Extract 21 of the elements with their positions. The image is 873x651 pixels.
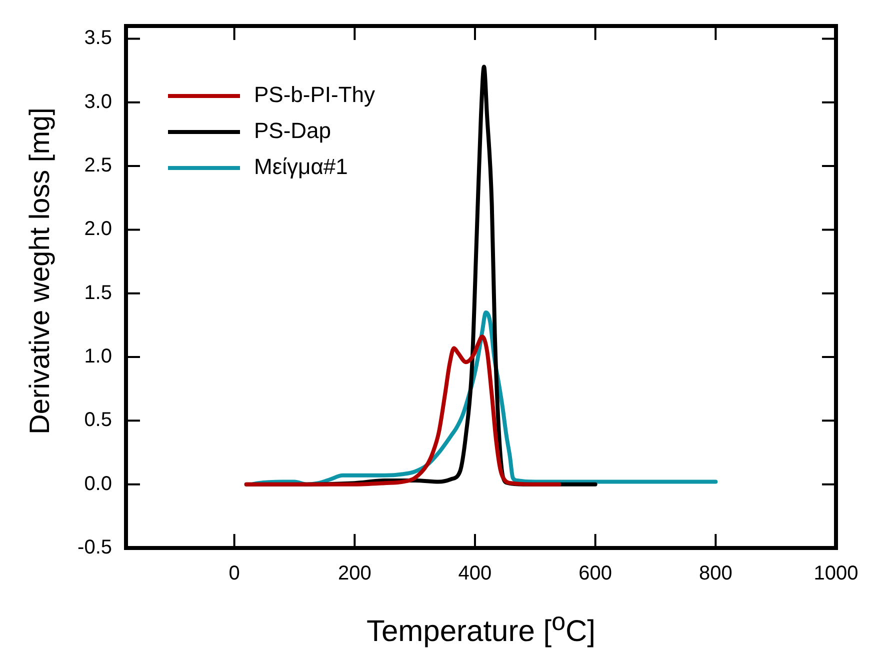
line-series	[244, 334, 562, 486]
y-tick-label: 2.5	[84, 154, 112, 177]
y-tick-label: 1.0	[84, 346, 112, 368]
x-tick-label: 400	[458, 562, 492, 585]
x-tick-label: 200	[338, 562, 372, 585]
x-tick-label: 600	[578, 562, 612, 585]
y-tick-label: 0.5	[84, 409, 112, 432]
x-tick-label: 1000	[814, 562, 858, 585]
y-tick-label: 3.0	[84, 90, 112, 113]
x-axis-title: Temperature [$^{o}$C]	[366, 608, 596, 649]
y-tick-label: 1.5	[84, 282, 112, 304]
legend-label: PS-b-PI-Thy	[254, 82, 376, 108]
y-tick-label: 2.0	[84, 218, 112, 240]
x-tick-label: 800	[698, 562, 732, 585]
y-tick-label: -0.5	[78, 536, 112, 559]
y-tick-label: 3.5	[84, 27, 112, 50]
legend-label: Μείγμα#1	[254, 154, 348, 180]
legend-label: PS-Dap	[254, 118, 332, 144]
x-tick-label: 0	[228, 562, 240, 585]
y-tick-label: 0.0	[84, 472, 112, 495]
y-axis-title: Derivative weght loss [mg]	[24, 106, 56, 436]
